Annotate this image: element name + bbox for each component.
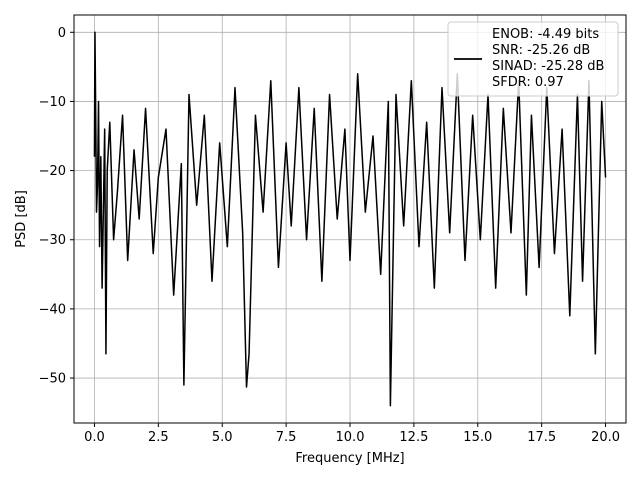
y-tick-label: −40 <box>39 302 66 317</box>
y-tick-label: −10 <box>39 95 66 110</box>
series-layer <box>93 31 607 407</box>
x-tick-label: 17.5 <box>527 430 556 445</box>
y-tick-label: 0 <box>58 26 66 41</box>
x-tick-label: 5.0 <box>212 430 233 445</box>
x-tick-label: 0.0 <box>84 430 105 445</box>
legend-box <box>447 21 619 97</box>
legend: ENOB: -4.49 bits SNR: -25.26 dB SINAD: -… <box>447 21 619 97</box>
y-axis-label: PSD [dB] <box>14 190 29 248</box>
x-tick-label: 10.0 <box>336 430 365 445</box>
x-tick-label: 15.0 <box>463 430 492 445</box>
y-tick-label: −20 <box>39 164 66 179</box>
y-tick-label: −50 <box>39 372 66 387</box>
legend-sfdr: SFDR: 0.97 <box>492 75 564 90</box>
psd-series-line <box>93 31 607 407</box>
legend-snr: SNR: -25.26 dB <box>492 43 590 58</box>
x-tick-label: 2.5 <box>148 430 169 445</box>
x-tick-label: 12.5 <box>399 430 428 445</box>
legend-sinad: SINAD: -25.28 dB <box>492 59 604 74</box>
y-axis-ticks: 0 −10 −20 −30 −40 −50 <box>39 26 74 387</box>
grid <box>74 15 626 423</box>
x-axis-label: Frequency [MHz] <box>295 451 404 466</box>
x-axis-ticks: 0.0 2.5 5.0 7.5 10.0 12.5 15.0 17.5 20.0 <box>84 423 620 445</box>
x-tick-label: 7.5 <box>276 430 297 445</box>
legend-enob: ENOB: -4.49 bits <box>492 27 599 42</box>
y-tick-label: −30 <box>39 233 66 248</box>
x-tick-label: 20.0 <box>591 430 620 445</box>
